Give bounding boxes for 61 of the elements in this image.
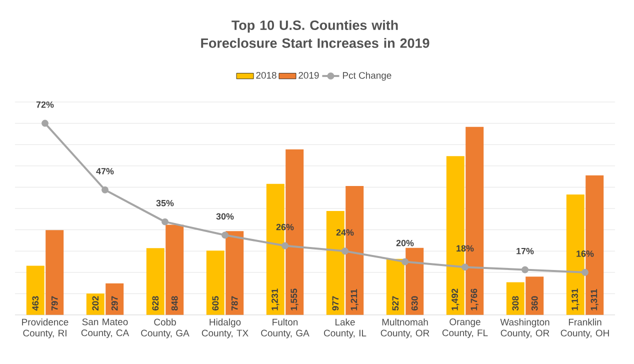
bar <box>26 266 44 315</box>
legend-label: Pct Change <box>343 72 392 81</box>
point <box>162 218 168 226</box>
bar <box>526 276 544 315</box>
point <box>42 120 48 127</box>
data-label: 605 <box>212 296 219 310</box>
data-label: 797 <box>51 296 58 310</box>
bar <box>46 230 64 315</box>
legend-label: 2018 <box>256 72 276 79</box>
data-label: 1,311 <box>590 289 598 310</box>
data-label: 848 <box>171 296 178 311</box>
chart-title: Top 10 U.S. Counties with Foreclosure Start Increases in 2019 <box>201 20 430 48</box>
point <box>222 232 228 239</box>
x-tick-label: Washington County, OR <box>500 318 550 338</box>
data-label: 527 <box>392 296 399 311</box>
point <box>402 258 408 266</box>
data-label: 72% <box>36 101 54 108</box>
data-label: 787 <box>231 296 238 310</box>
x-tick-label: San Mateo County, CA <box>81 318 130 338</box>
point <box>462 264 468 271</box>
point <box>282 242 288 250</box>
data-label: 35% <box>156 200 174 206</box>
data-label: 202 <box>92 296 99 310</box>
bar <box>146 248 164 315</box>
x-tick-label: Franklin County, OH <box>560 318 609 338</box>
x-tick-label: Hidalgo County, TX <box>202 318 248 338</box>
bar <box>386 258 404 315</box>
data-label: 1,211 <box>350 289 358 310</box>
bar <box>166 224 184 315</box>
data-label: 1,766 <box>470 288 478 310</box>
bar <box>226 231 244 315</box>
data-label: 1,555 <box>290 288 298 310</box>
bar <box>406 248 424 315</box>
x-tick-label: Fulton County, GA <box>261 318 310 338</box>
bar <box>206 250 224 315</box>
x-tick-label: Cobb County, GA <box>141 318 190 338</box>
data-label: 463 <box>32 296 39 311</box>
data-label: 360 <box>531 296 538 311</box>
legend-label: 2019 <box>298 72 319 79</box>
data-label: 628 <box>152 296 159 310</box>
point <box>522 266 528 274</box>
data-label: 977 <box>332 296 339 310</box>
x-tick-label: Orange County, FL <box>442 318 488 338</box>
x-tick-label: Providence County, RI <box>22 318 68 338</box>
data-label: 17% <box>516 248 534 254</box>
data-label: 1,131 <box>572 288 580 310</box>
data-label: 308 <box>512 296 519 311</box>
point <box>102 186 108 194</box>
bar <box>506 282 524 315</box>
point <box>582 268 588 276</box>
x-tick-label: Multnomah County, OR <box>380 318 430 338</box>
bar <box>106 283 124 315</box>
data-label: 30% <box>216 213 234 220</box>
data-label: 1,492 <box>452 288 460 310</box>
point <box>342 248 348 255</box>
data-label: 630 <box>411 296 418 310</box>
data-label: 297 <box>111 296 118 310</box>
x-tick-label: Lake County, IL <box>324 318 366 338</box>
data-label: 47% <box>96 168 114 174</box>
data-label: 1,231 <box>272 288 280 310</box>
data-label: 20% <box>396 240 414 246</box>
